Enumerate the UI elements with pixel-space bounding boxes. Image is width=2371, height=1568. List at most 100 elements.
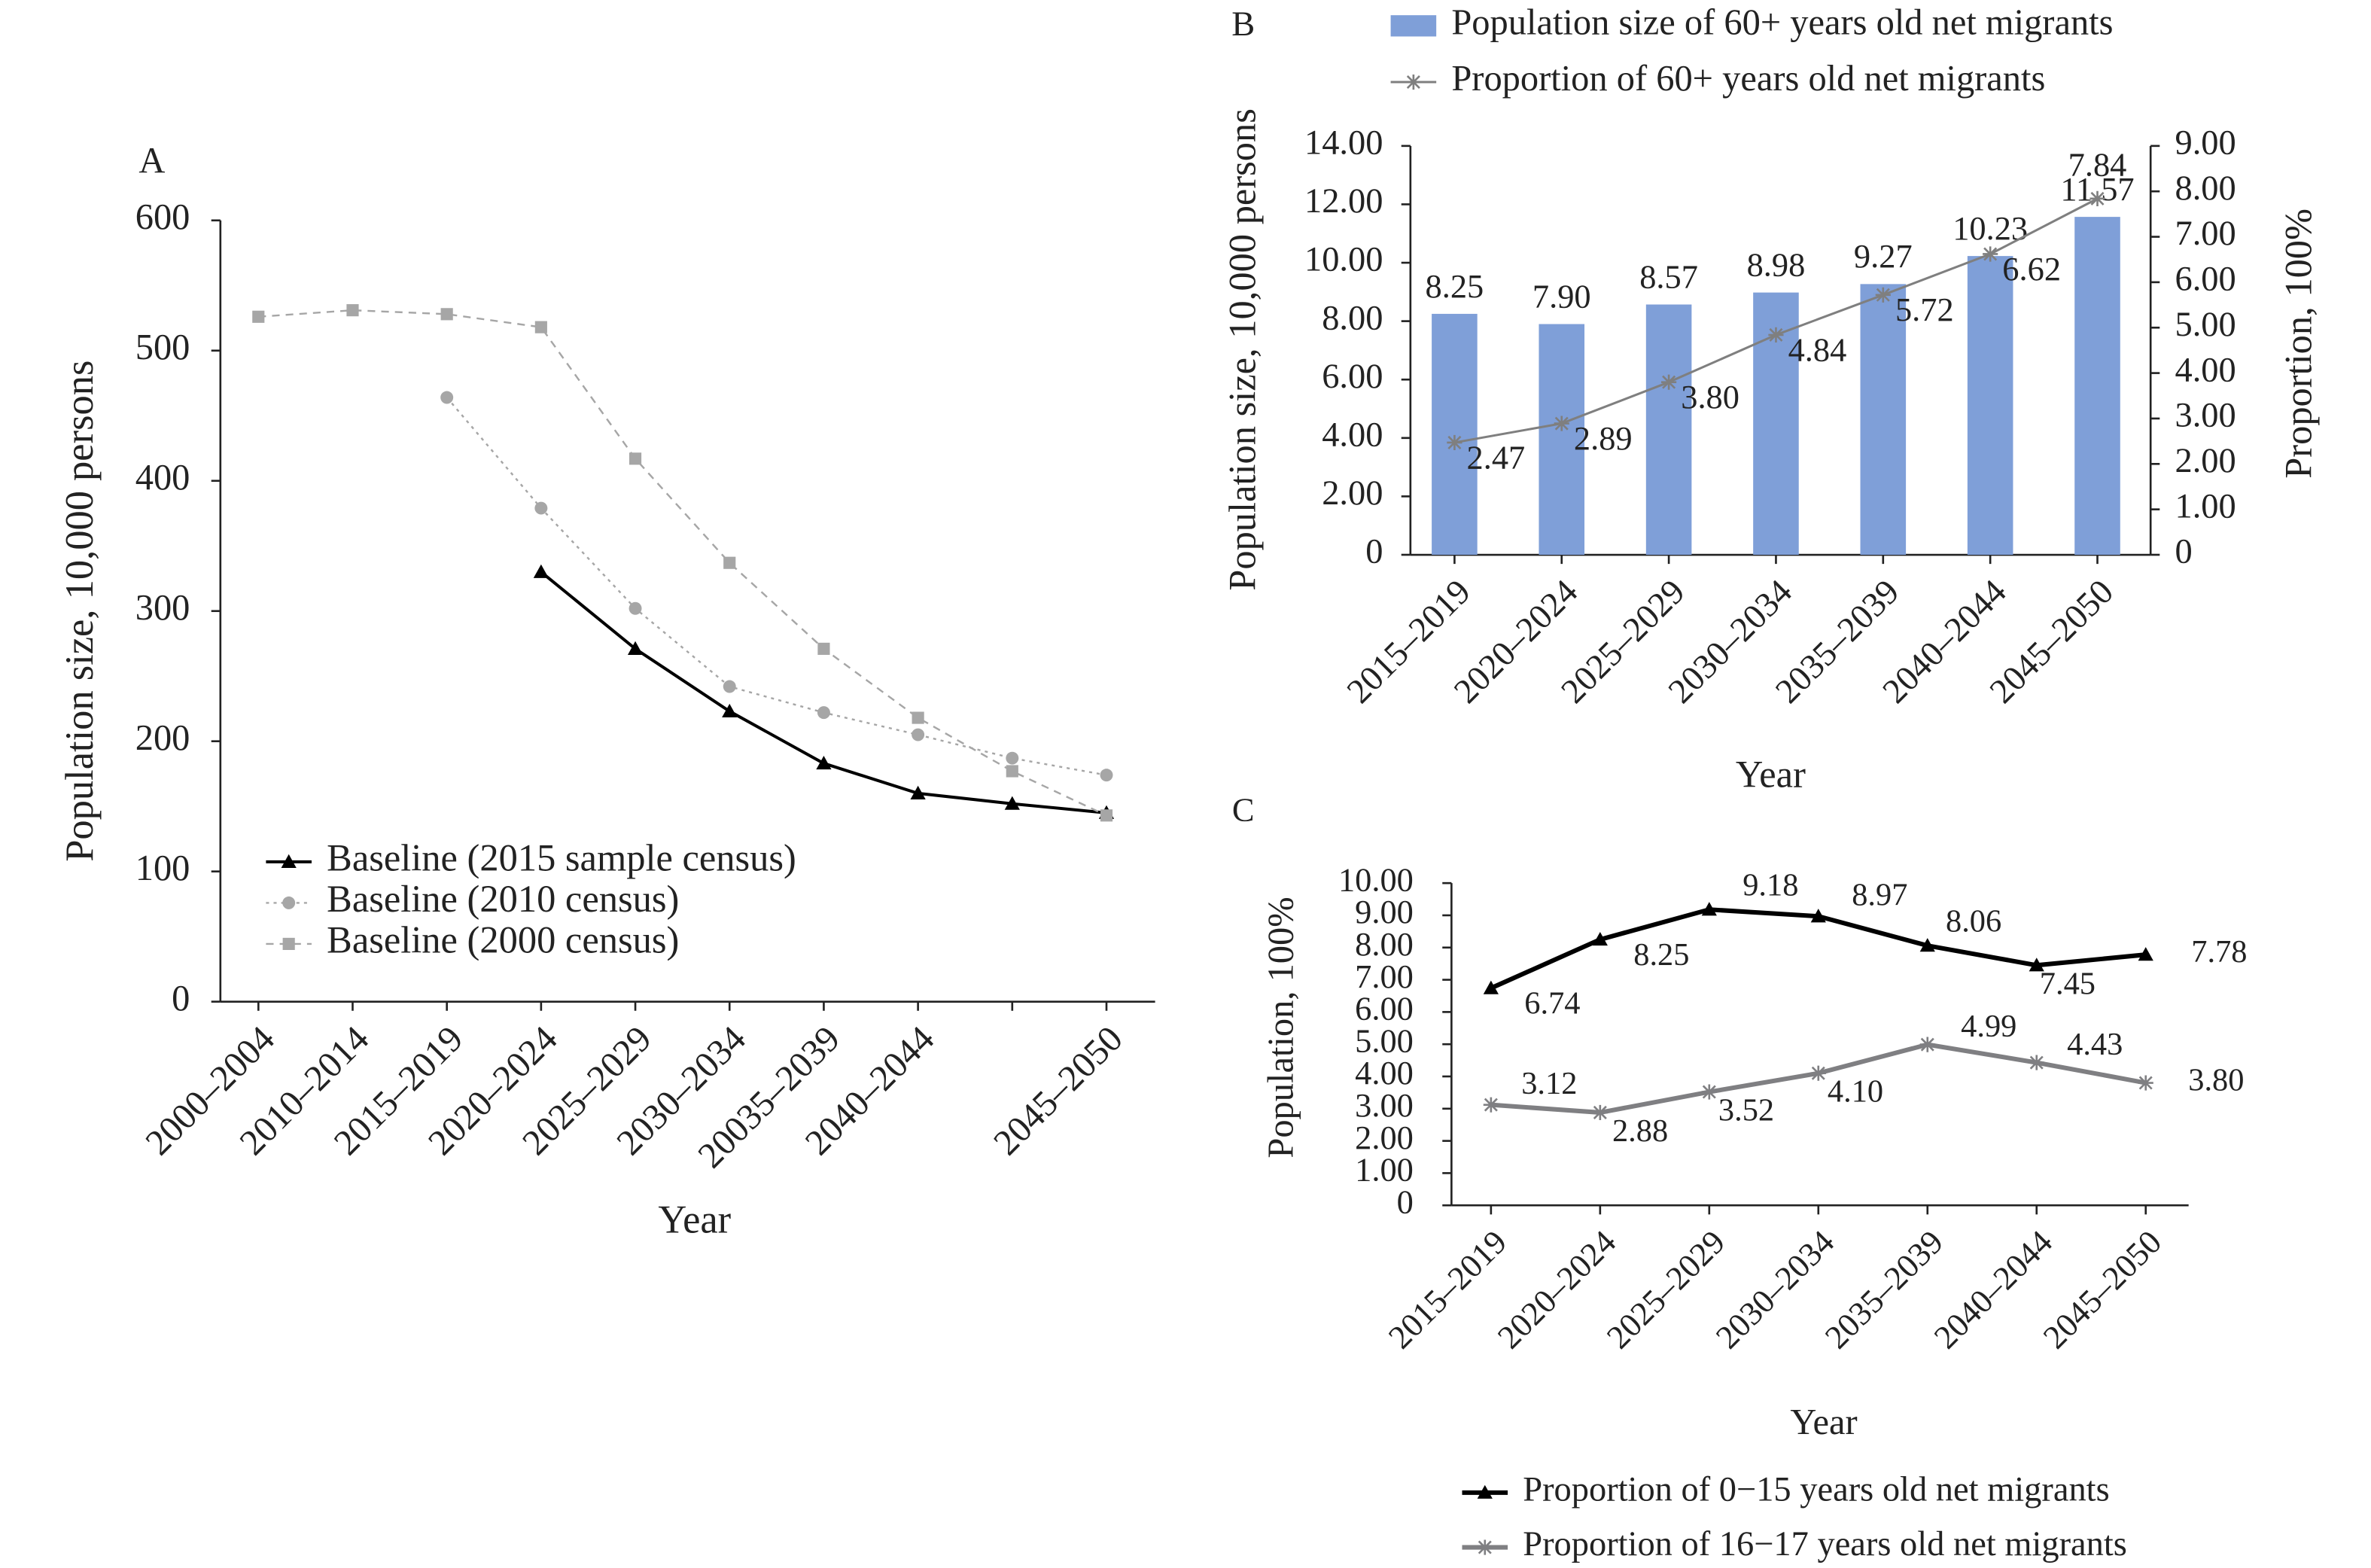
y-tick-label: 4.00 [1322,416,1383,454]
legend-swatch [1390,15,1437,37]
legend-marker [282,896,296,909]
legend-label: Proportion of 16−17 years old net migran… [1523,1525,2127,1563]
y-tick-label: 300 [135,588,190,628]
y-tick-label: 600 [135,197,190,237]
point [1661,374,1677,390]
legend-label: Proportion of 0−15 years old net migrant… [1523,1471,2109,1509]
point [1554,416,1569,431]
panel-label: A [138,141,165,181]
x-axis-label: Year [658,1198,731,1241]
y-tick-label: 6.00 [1355,990,1414,1028]
point [1810,1065,1826,1081]
x-tick-label: 2045–2050 [2035,1223,2169,1356]
legend-label: Baseline (2010 census) [327,878,679,920]
y2-tick-label: 3.00 [2175,397,2236,435]
data-label: 9.27 [1854,237,1913,275]
point [533,564,549,578]
bar [1645,304,1692,556]
y-axis-label: Population, 100% [1261,897,1301,1158]
point [1701,1084,1717,1100]
data-label: 3.12 [1521,1066,1577,1101]
point [1592,1104,1608,1121]
point [252,310,265,323]
line [540,571,1107,814]
data-label: 9.18 [1742,868,1798,903]
legend-marker [282,937,295,950]
point [1919,1037,1935,1052]
point [912,711,924,724]
point [817,706,830,720]
data-label: 4.84 [1788,330,1847,368]
y-tick-label: 4.00 [1355,1054,1414,1092]
bar [2074,217,2120,556]
point [1592,931,1608,946]
data-label: 2.88 [1612,1113,1668,1149]
x-tick-label: 2030–2034 [1709,1223,1842,1356]
legend-marker [1477,1484,1493,1499]
x-tick-label: 2045–2050 [986,1018,1131,1163]
point [1006,751,1019,765]
y2-tick-label: 0 [2175,533,2192,571]
data-label: 4.43 [2067,1027,2123,1062]
bar [1860,284,1907,556]
point [816,756,832,770]
legend-label: Baseline (2000 census) [327,918,679,961]
y-tick-label: 0 [1365,533,1383,571]
data-label: 3.80 [2188,1062,2244,1098]
data-label: 8.57 [1639,257,1698,295]
x-tick-label: 2035–2039 [1818,1223,1951,1356]
legend-marker [281,854,297,868]
point [910,785,926,799]
bar [1539,324,1585,556]
y-axis-label: Population size, 10,000 persons [1221,108,1263,591]
line [446,397,1107,776]
data-label: 8.25 [1426,267,1484,305]
point [1768,327,1784,343]
data-label: 7.45 [2040,966,2096,1001]
data-label: 6.74 [1524,986,1580,1021]
y-tick-label: 14.00 [1304,123,1383,162]
point [723,680,736,693]
data-label: 8.97 [1852,878,1907,913]
data-label: 5.72 [1895,291,1954,328]
y-tick-label: 12.00 [1304,182,1383,221]
point [817,642,830,655]
y-axis-label: Population size, 10,000 persons [58,361,102,862]
y-tick-label: 10.00 [1304,241,1383,279]
line [258,309,1107,817]
data-label: 8.25 [1633,937,1689,973]
y2-tick-label: 7.00 [2175,215,2236,253]
y-tick-label: 500 [135,327,190,367]
x-axis-label: Year [1790,1402,1857,1442]
point [440,308,453,321]
point [1919,938,1935,952]
point [1006,765,1018,778]
point [534,501,548,515]
data-label: 7.90 [1532,277,1591,315]
x-tick-label: 2040–2044 [1927,1223,2060,1356]
y-tick-label: 0 [172,979,190,1018]
panel-label: C [1232,790,1255,828]
x-tick-label: 2015–2019 [1381,1223,1514,1356]
legend-marker [1405,74,1421,90]
point [440,391,454,404]
y2-tick-label: 6.00 [2175,260,2236,299]
point [1875,287,1891,303]
data-label: 3.80 [1681,378,1739,416]
x-axis-label: Year [1736,753,1806,795]
bar [1432,313,1478,556]
point [1483,980,1499,994]
point [1483,1097,1499,1113]
data-label: 3.52 [1718,1093,1774,1128]
point [346,304,359,317]
y-tick-label: 10.00 [1338,860,1414,898]
point [1100,809,1113,822]
point [1447,434,1462,451]
y-tick-label: 0 [1397,1183,1414,1220]
legend-label: Proportion of 60+ years old net migrants [1451,59,2045,99]
y-tick-label: 6.00 [1322,358,1383,396]
y-tick-label: 8.00 [1355,925,1414,963]
data-label: 2.47 [1467,438,1526,476]
point [629,601,642,615]
